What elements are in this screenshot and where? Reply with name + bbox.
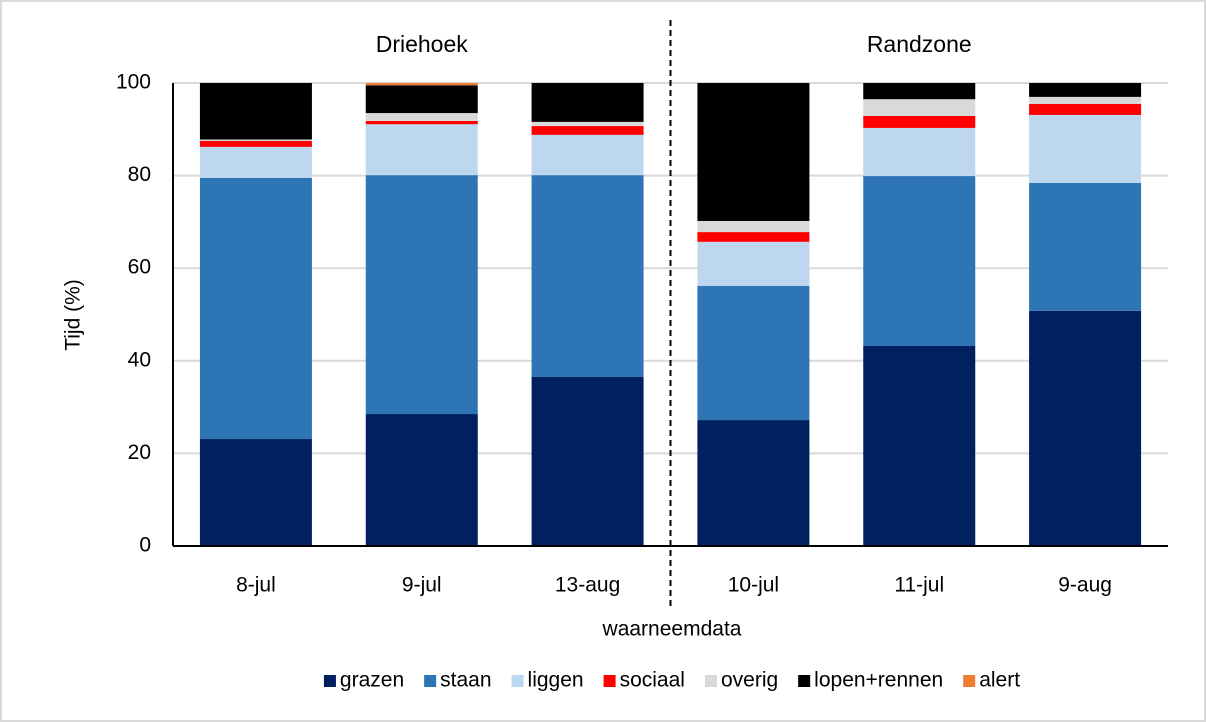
bar-segment bbox=[531, 377, 644, 546]
bar-segment bbox=[531, 134, 644, 176]
legend: grazen staan liggen sociaal overig lopen+renn… bbox=[323, 669, 1020, 692]
bar-segment bbox=[365, 175, 478, 415]
bar-segment bbox=[1029, 183, 1142, 311]
bar-segment bbox=[863, 345, 976, 546]
bar-segment bbox=[531, 83, 644, 122]
bar-segment bbox=[1029, 310, 1142, 546]
bar-segment bbox=[365, 83, 478, 86]
y-tick-label: 80 bbox=[128, 163, 151, 186]
bar-segment bbox=[1029, 114, 1142, 184]
legend-label: staan bbox=[440, 669, 491, 692]
bar-segment bbox=[1029, 103, 1142, 115]
legend-swatch bbox=[323, 675, 336, 687]
bar-segment bbox=[365, 124, 478, 176]
legend-label: alert bbox=[979, 669, 1020, 692]
legend-swatch bbox=[704, 675, 717, 687]
bar-segment bbox=[1029, 96, 1142, 104]
x-axis-label: waarneemdata bbox=[602, 618, 742, 641]
bar-segment bbox=[863, 127, 976, 177]
bar-segment bbox=[697, 83, 810, 221]
bar-segment bbox=[365, 113, 478, 121]
bar-segment bbox=[863, 176, 976, 346]
bar-segment bbox=[365, 120, 478, 125]
bar-segment bbox=[199, 439, 312, 546]
bar-segment bbox=[697, 220, 810, 233]
bar-segment bbox=[1029, 83, 1142, 97]
legend-swatch bbox=[511, 675, 524, 687]
legend-swatch bbox=[963, 675, 976, 687]
legend-label: lopen+rennen bbox=[814, 669, 943, 692]
x-tick-label: 13-aug bbox=[555, 574, 620, 597]
bar-segment bbox=[531, 121, 644, 127]
legend-swatch bbox=[798, 675, 811, 687]
y-tick-label: 40 bbox=[128, 348, 151, 371]
bar-segment bbox=[697, 285, 810, 421]
bar-segment bbox=[697, 232, 810, 242]
bar-segment bbox=[199, 177, 312, 440]
y-tick-label: 100 bbox=[116, 71, 151, 94]
bar-segment bbox=[199, 146, 312, 178]
bar-segment bbox=[199, 140, 312, 147]
bar-segment bbox=[531, 175, 644, 378]
bar-segment bbox=[863, 99, 976, 116]
x-tick-label: 9-aug bbox=[1058, 574, 1112, 597]
y-tick-label: 0 bbox=[139, 534, 151, 557]
y-tick-label: 20 bbox=[128, 441, 151, 464]
x-tick-label: 11-jul bbox=[894, 574, 944, 597]
bar-segment bbox=[365, 85, 478, 114]
legend-swatch bbox=[424, 675, 437, 687]
bar-segment bbox=[531, 126, 644, 135]
bar-segment bbox=[365, 414, 478, 546]
legend-label: overig bbox=[721, 669, 778, 692]
x-tick-label: 10-jul bbox=[728, 574, 779, 597]
bar-segment bbox=[697, 241, 810, 286]
bar-segment bbox=[199, 83, 312, 140]
y-tick-label: 60 bbox=[128, 256, 151, 279]
x-tick-label: 9-jul bbox=[402, 574, 442, 597]
group-label: Randzone bbox=[867, 31, 972, 57]
legend-label: sociaal bbox=[620, 669, 685, 692]
bar-segment bbox=[863, 83, 976, 100]
legend-label: liggen bbox=[528, 669, 584, 692]
bar-segment bbox=[697, 420, 810, 546]
x-tick-label: 8-jul bbox=[236, 574, 276, 597]
legend-label: grazen bbox=[340, 669, 404, 692]
bar-segment bbox=[199, 139, 312, 141]
legend-swatch bbox=[603, 675, 616, 687]
y-axis-label: Tijd (%) bbox=[62, 279, 85, 351]
bar-segment bbox=[863, 115, 976, 128]
group-label: Driehoek bbox=[376, 31, 469, 57]
